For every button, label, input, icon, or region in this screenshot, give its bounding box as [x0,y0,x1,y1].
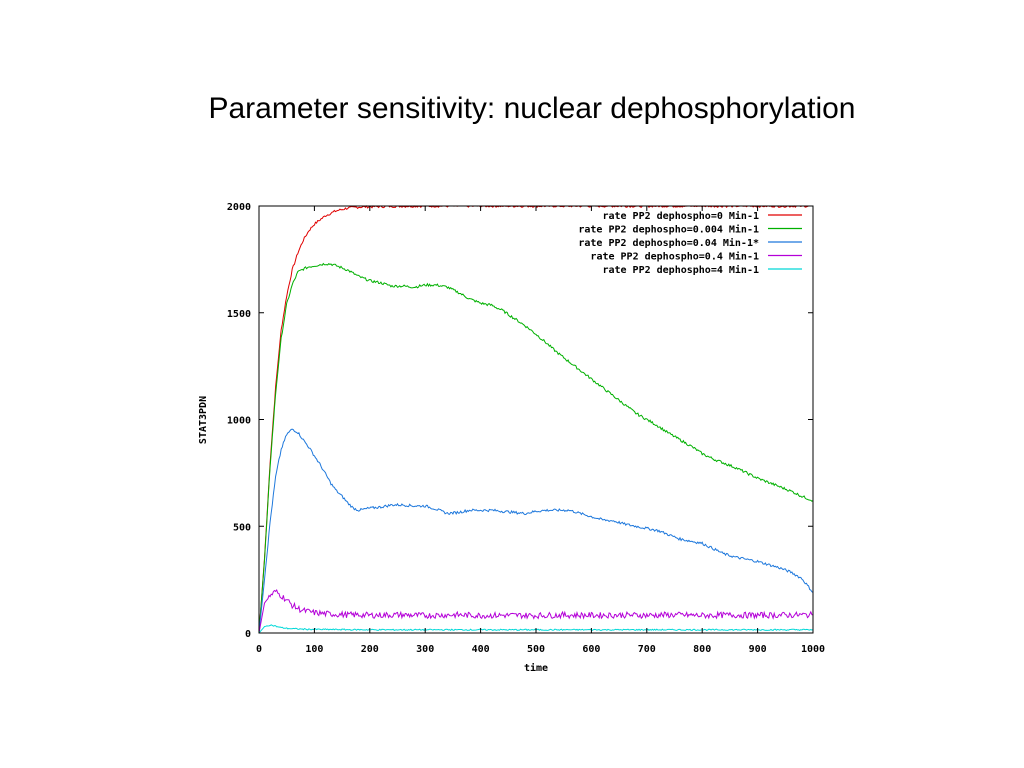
legend-entry-label: rate PP2 dephospho=0 Min-1 [602,210,759,222]
x-tick-label: 0 [256,644,262,655]
y-tick-label: 1000 [227,416,251,427]
x-tick-label: 200 [361,644,379,655]
x-tick-label: 400 [472,644,490,655]
chart-legend: rate PP2 dephospho=0 Min-1 rate PP2 depho… [578,210,802,276]
series-line-1 [258,262,814,634]
y-tick-label: 2000 [227,202,251,213]
series-line-2 [258,428,814,634]
x-axis-label: time [524,662,548,674]
legend-entry-label: rate PP2 dephospho=0.004 Min-1 [578,224,759,236]
x-tick-label: 600 [582,644,600,655]
x-tick-label: 800 [693,644,711,655]
x-tick-label: 900 [749,644,767,655]
legend-entry-label: rate PP2 dephospho=0.4 Min-1 [590,251,759,263]
y-tick-label: 500 [233,522,251,533]
legend-entry-label: rate PP2 dephospho=4 Min-1 [602,264,759,276]
x-tick-label: 500 [527,644,545,655]
y-tick-label: 1500 [227,309,251,320]
x-tick-label: 1000 [801,644,825,655]
y-axis-label: STAT3PDN [198,396,209,444]
y-tick-label: 0 [245,629,251,640]
x-tick-label: 300 [416,644,434,655]
series-line-3 [258,588,814,634]
x-tick-label: 700 [638,644,656,655]
ticks-layer: 0 100 200 300 400 500 600 700 800 900 1000 0 500 1000… [227,202,825,655]
x-tick-label: 100 [305,644,323,655]
legend-entry-label: rate PP2 dephospho=0.04 Min-1* [578,237,759,249]
slide-title: Parameter sensitivity: nuclear dephospho… [208,92,856,125]
